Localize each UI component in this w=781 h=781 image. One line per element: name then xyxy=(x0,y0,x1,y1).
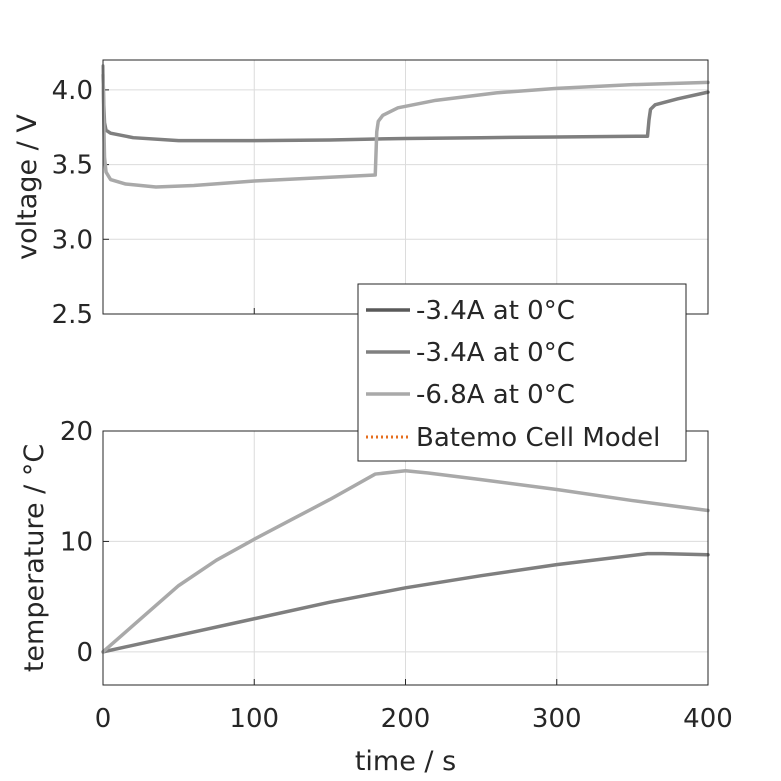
voltage-series xyxy=(101,64,710,189)
voltage-y-tick-label: 4.0 xyxy=(52,76,93,106)
x-tick-label: 100 xyxy=(229,704,279,734)
voltage-y-tick-label: 2.5 xyxy=(52,300,93,330)
temperature-y-tick-label: 0 xyxy=(76,638,93,668)
legend-label-3: Batemo Cell Model xyxy=(416,423,660,453)
x-tick-label: 0 xyxy=(95,704,112,734)
temperature-y-ticks: 0 10 20 xyxy=(60,417,93,668)
voltage-series-line-1 xyxy=(101,64,710,189)
legend-box xyxy=(357,283,687,462)
voltage-y-tick-label: 3.5 xyxy=(52,151,93,181)
legend-label-0: -3.4A at 0°C xyxy=(416,296,575,326)
temperature-y-tick-label: 20 xyxy=(60,417,93,447)
temperature-series-line-1 xyxy=(101,469,710,654)
voltage-plot: 2.5 3.0 3.5 4.0 voltage / V xyxy=(12,59,710,330)
x-tick-label: 200 xyxy=(381,704,431,734)
temperature-series-line-0 xyxy=(101,551,710,654)
temperature-series xyxy=(101,469,710,654)
x-tick-label: 300 xyxy=(532,704,582,734)
voltage-series-line-0 xyxy=(101,73,710,143)
legend: -3.4A at 0°C -3.4A at 0°C -6.8A at 0°C Bate… xyxy=(357,283,687,462)
x-tick-label: 400 xyxy=(683,704,733,734)
x-axis-label: time / s xyxy=(355,746,456,777)
legend-entries: -3.4A at 0°C -3.4A at 0°C -6.8A at 0°C Bate… xyxy=(366,296,660,453)
voltage-y-axis-label: voltage / V xyxy=(12,114,43,260)
voltage-y-ticks: 2.5 3.0 3.5 4.0 xyxy=(52,76,93,330)
legend-label-2: -6.8A at 0°C xyxy=(416,380,575,410)
temperature-x-ticks: 0 100 200 300 400 xyxy=(95,704,733,734)
legend-label-1: -3.4A at 0°C xyxy=(416,338,575,368)
temperature-y-tick-label: 10 xyxy=(60,527,93,557)
temperature-plot: 0 10 20 0 100 200 300 400 temperature / °C tim… xyxy=(19,417,733,777)
temperature-y-axis-label: temperature / °C xyxy=(19,444,50,672)
voltage-y-tick-label: 3.0 xyxy=(52,225,93,255)
